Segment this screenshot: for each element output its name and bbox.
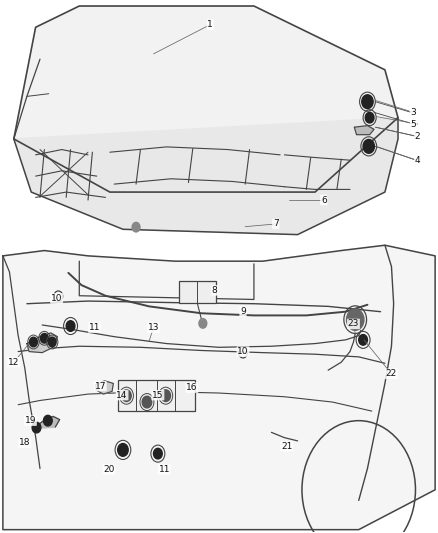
Circle shape (32, 422, 41, 433)
Text: 21: 21 (281, 442, 292, 451)
Circle shape (122, 390, 131, 401)
Circle shape (40, 334, 48, 343)
Text: 19: 19 (25, 416, 36, 425)
Circle shape (362, 95, 373, 109)
Text: 12: 12 (8, 358, 19, 367)
Circle shape (29, 337, 37, 347)
Text: 17: 17 (95, 382, 106, 391)
Circle shape (48, 337, 56, 347)
Circle shape (346, 309, 364, 330)
Circle shape (359, 335, 367, 345)
Polygon shape (27, 333, 57, 353)
Text: 18: 18 (19, 439, 31, 448)
Text: 1: 1 (207, 20, 213, 29)
Circle shape (199, 319, 207, 328)
Text: 20: 20 (103, 465, 115, 474)
Text: 2: 2 (415, 132, 420, 141)
Text: 6: 6 (321, 196, 327, 205)
Text: 16: 16 (186, 383, 198, 392)
Polygon shape (14, 6, 398, 192)
Polygon shape (3, 245, 435, 530)
Text: 8: 8 (212, 286, 218, 295)
Text: 13: 13 (148, 323, 159, 332)
Text: 5: 5 (410, 119, 416, 128)
Text: 11: 11 (159, 465, 170, 474)
Text: 9: 9 (240, 307, 246, 316)
Text: 23: 23 (348, 319, 359, 328)
Text: 14: 14 (117, 391, 128, 400)
Bar (118, 380, 195, 411)
Polygon shape (14, 118, 398, 235)
Text: 11: 11 (89, 323, 100, 332)
Text: 10: 10 (237, 347, 249, 356)
Circle shape (153, 448, 162, 459)
Circle shape (161, 390, 170, 401)
Circle shape (43, 415, 52, 426)
Text: 15: 15 (152, 391, 164, 400)
Polygon shape (33, 416, 60, 429)
Circle shape (142, 396, 152, 408)
Polygon shape (96, 381, 113, 394)
Text: 3: 3 (410, 108, 416, 117)
Bar (179, 281, 216, 303)
Polygon shape (354, 126, 374, 135)
Text: 7: 7 (273, 220, 279, 229)
Circle shape (132, 222, 140, 232)
Text: 10: 10 (51, 294, 62, 303)
Text: 4: 4 (415, 156, 420, 165)
Circle shape (118, 443, 128, 456)
Circle shape (363, 140, 374, 154)
Circle shape (365, 112, 374, 123)
Circle shape (66, 321, 75, 332)
Text: 22: 22 (386, 369, 397, 378)
